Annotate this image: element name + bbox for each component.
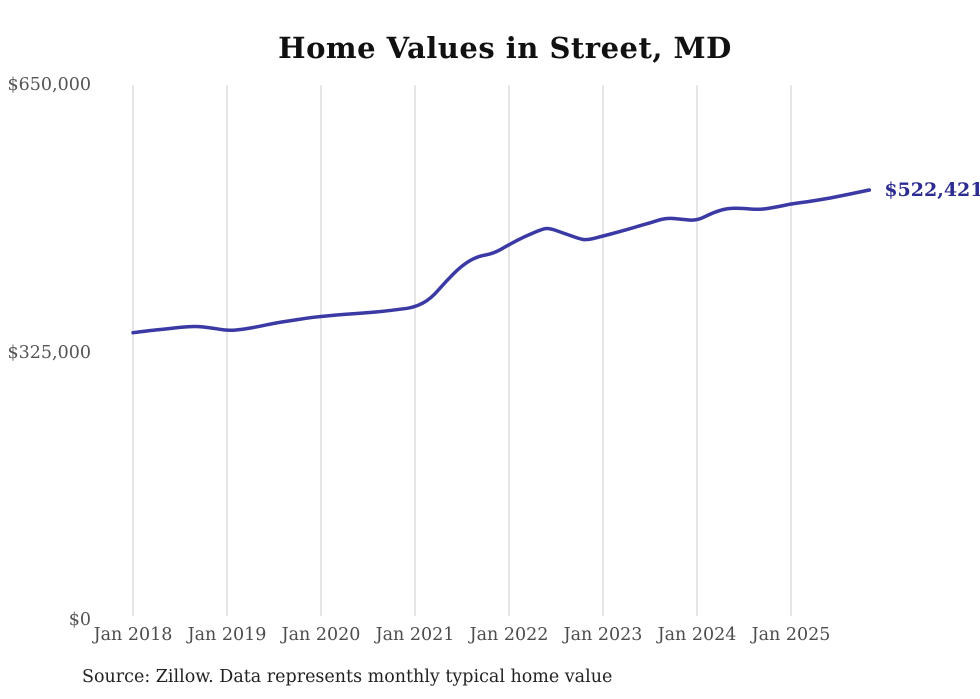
- current-value-label: $522,421: [884, 179, 980, 201]
- x-tick-label: Jan 2023: [563, 625, 643, 645]
- x-tick-label: Jan 2018: [93, 625, 173, 645]
- y-tick-label: $650,000: [7, 75, 91, 95]
- x-tick-label: Jan 2021: [375, 625, 455, 645]
- x-tick-label: Jan 2022: [469, 625, 549, 645]
- x-tick-label: Jan 2020: [281, 625, 361, 645]
- chart-title: Home Values in Street, MD: [278, 31, 732, 65]
- source-note: Source: Zillow. Data represents monthly …: [82, 667, 613, 687]
- y-tick-label: $325,000: [7, 342, 91, 363]
- x-tick-label: Jan 2019: [187, 625, 267, 645]
- x-tick-label: Jan 2024: [657, 625, 737, 645]
- y-tick-label: $0: [68, 610, 91, 630]
- x-tick-label: Jan 2025: [751, 625, 831, 645]
- price-line: [131, 188, 872, 335]
